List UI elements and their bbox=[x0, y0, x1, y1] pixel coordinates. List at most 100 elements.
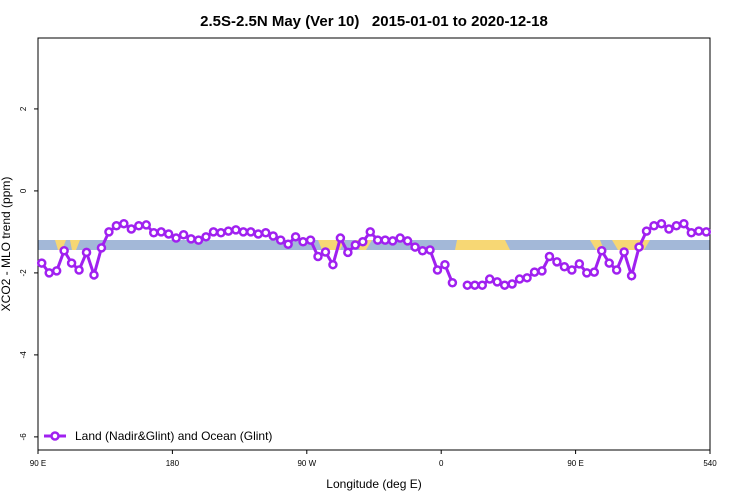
data-point bbox=[74, 265, 84, 275]
y-tick-label: 0 bbox=[19, 188, 28, 193]
data-point bbox=[335, 233, 346, 243]
data-point bbox=[462, 280, 473, 290]
data-point bbox=[701, 227, 712, 237]
data-point bbox=[380, 235, 390, 245]
data-point bbox=[611, 265, 622, 275]
data-point bbox=[59, 246, 69, 256]
data-point bbox=[432, 265, 443, 275]
data-point bbox=[477, 280, 488, 290]
plot-frame bbox=[37, 37, 711, 451]
data-point bbox=[425, 245, 435, 255]
data-point bbox=[522, 273, 532, 283]
data-point bbox=[507, 279, 517, 289]
data-point bbox=[305, 235, 316, 245]
ocean-band bbox=[38, 240, 710, 250]
data-point bbox=[111, 221, 122, 231]
data-point bbox=[201, 232, 211, 242]
x-tick-label: 0 bbox=[439, 459, 444, 468]
data-point bbox=[470, 280, 480, 290]
data-point bbox=[81, 247, 92, 258]
y-tick-label: -2 bbox=[19, 269, 28, 277]
data-point bbox=[694, 226, 704, 236]
data-point bbox=[499, 280, 510, 290]
data-point bbox=[671, 221, 682, 231]
data-point bbox=[634, 242, 644, 252]
data-point bbox=[126, 224, 137, 234]
data-point bbox=[320, 247, 331, 257]
data-point bbox=[492, 277, 502, 287]
data-point bbox=[440, 259, 450, 270]
data-point bbox=[589, 267, 600, 277]
data-point bbox=[484, 274, 495, 284]
data-point bbox=[365, 227, 376, 237]
data-point bbox=[283, 239, 293, 249]
data-point bbox=[186, 234, 196, 244]
data-point bbox=[44, 268, 54, 278]
land-band bbox=[455, 240, 510, 250]
land-band bbox=[612, 240, 650, 250]
data-point bbox=[372, 235, 383, 245]
data-point bbox=[156, 227, 166, 237]
x-tick-label: 90 E bbox=[567, 459, 583, 468]
data-point bbox=[529, 267, 540, 277]
data-point bbox=[51, 266, 62, 276]
data-point bbox=[387, 236, 398, 246]
data-point bbox=[350, 240, 361, 250]
data-point bbox=[66, 258, 77, 268]
data-point bbox=[604, 258, 614, 268]
data-point bbox=[656, 218, 667, 229]
data-point bbox=[268, 231, 278, 241]
data-point bbox=[619, 247, 629, 257]
land-band bbox=[70, 240, 80, 250]
data-point bbox=[582, 268, 592, 278]
data-point bbox=[36, 258, 47, 268]
data-point bbox=[96, 243, 107, 253]
data-point bbox=[686, 227, 697, 238]
data-point bbox=[447, 277, 458, 288]
data-point bbox=[544, 251, 555, 262]
data-point bbox=[358, 236, 368, 247]
data-point bbox=[193, 235, 204, 245]
data-point bbox=[290, 232, 301, 242]
data-point bbox=[275, 235, 286, 245]
data-point bbox=[567, 265, 577, 275]
data-point bbox=[216, 227, 226, 238]
y-tick-label: -4 bbox=[19, 351, 28, 359]
data-point bbox=[141, 220, 152, 230]
data-point bbox=[260, 227, 271, 238]
chart-title: 2.5S-2.5N May (Ver 10) 2015-01-01 to 202… bbox=[200, 13, 548, 30]
data-point bbox=[626, 271, 637, 281]
data-point bbox=[649, 221, 659, 231]
y-axis-label: XCO2 - MLO trend (ppm) bbox=[0, 177, 13, 312]
data-point bbox=[552, 257, 562, 267]
data-point bbox=[208, 227, 219, 237]
data-point bbox=[246, 227, 256, 237]
y-tick-label: -6 bbox=[19, 433, 28, 441]
x-tick-label: 540 bbox=[703, 459, 717, 468]
data-point bbox=[178, 230, 189, 240]
x-tick-label: 90 E bbox=[30, 459, 46, 468]
data-point bbox=[134, 221, 144, 231]
data-point bbox=[223, 226, 234, 236]
data-point bbox=[171, 233, 181, 243]
y-tick-label: 2 bbox=[19, 106, 28, 111]
data-point bbox=[664, 224, 674, 234]
data-point bbox=[148, 227, 159, 238]
data-point bbox=[313, 251, 323, 262]
legend-label: Land (Nadir&Glint) and Ocean (Glint) bbox=[75, 429, 272, 443]
legend-marker bbox=[50, 431, 60, 441]
data-point bbox=[163, 229, 174, 239]
x-tick-label: 180 bbox=[166, 459, 180, 468]
data-point bbox=[328, 259, 338, 270]
data-point bbox=[417, 246, 428, 256]
data-point bbox=[559, 262, 570, 272]
data-point bbox=[104, 227, 114, 237]
data-point bbox=[537, 266, 547, 276]
data-point bbox=[641, 226, 652, 236]
x-axis-label: Longitude (deg E) bbox=[326, 477, 421, 491]
data-point bbox=[343, 247, 353, 258]
data-point bbox=[298, 236, 308, 247]
data-point bbox=[253, 229, 264, 239]
data-point bbox=[119, 218, 129, 229]
